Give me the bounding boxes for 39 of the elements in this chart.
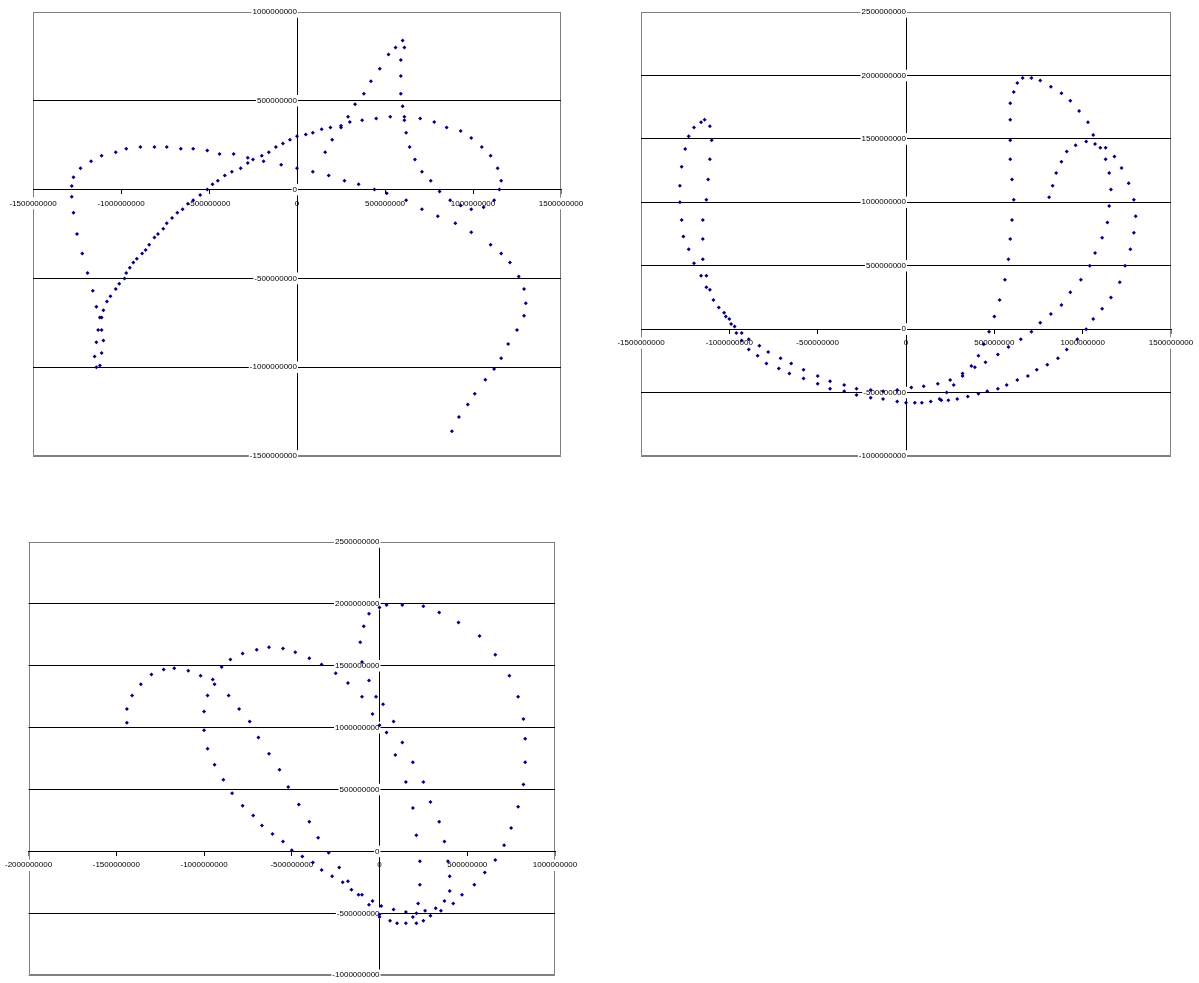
y-tick-label: -500000000 — [254, 273, 298, 283]
x-tick-label: 1000000000 — [532, 860, 578, 870]
x-tick-label: 1000000000 — [450, 198, 496, 208]
y-tick-label: 0 — [901, 324, 907, 334]
x-tick-label: -1500000000 — [9, 198, 58, 208]
y-tick-label: 1500000000 — [335, 660, 381, 670]
y-tick-label: 500000000 — [865, 260, 907, 270]
x-tick-label: -1000000000 — [705, 338, 754, 348]
y-tick-label: 1500000000 — [861, 134, 907, 144]
y-tick-label: -1500000000 — [249, 451, 298, 461]
y-tick-label: 2500000000 — [335, 537, 381, 547]
y-tick-label: 1000000000 — [335, 722, 381, 732]
y-tick-label: -1000000000 — [858, 451, 907, 461]
x-tick-label: -500000000 — [796, 338, 840, 348]
x-tick-label: -500000000 — [270, 860, 314, 870]
y-tick-label: 0 — [292, 184, 298, 194]
y-tick-label: 2000000000 — [861, 70, 907, 80]
y-tick-label: -1000000000 — [332, 970, 381, 980]
y-tick-label: 2000000000 — [335, 599, 381, 609]
x-tick-label: -500000000 — [187, 198, 231, 208]
x-tick-label: 1000000000 — [1060, 338, 1106, 348]
x-tick-label: -1500000000 — [92, 860, 141, 870]
x-tick-label: 500000000 — [364, 198, 406, 208]
x-tick-label: 1500000000 — [1148, 338, 1194, 348]
x-tick-label: -1000000000 — [97, 198, 146, 208]
y-tick-label: -500000000 — [336, 908, 381, 918]
y-tick-label: 2500000000 — [861, 7, 907, 17]
x-tick-label: -2000000000 — [5, 860, 53, 870]
x-tick-label: 1500000000 — [538, 198, 584, 208]
y-tick-label: -1000000000 — [249, 362, 298, 372]
y-tick-label: 0 — [375, 846, 381, 856]
x-tick-label: 500000000 — [974, 338, 1015, 348]
y-tick-label: 1000000000 — [252, 7, 298, 17]
y-tick-label: 500000000 — [339, 784, 381, 794]
x-tick-label: -1000000000 — [180, 860, 229, 870]
y-tick-label: -500000000 — [863, 387, 907, 397]
y-tick-label: 500000000 — [256, 96, 298, 105]
x-tick-label: 500000000 — [447, 860, 488, 870]
x-tick-label: -1500000000 — [617, 338, 666, 348]
